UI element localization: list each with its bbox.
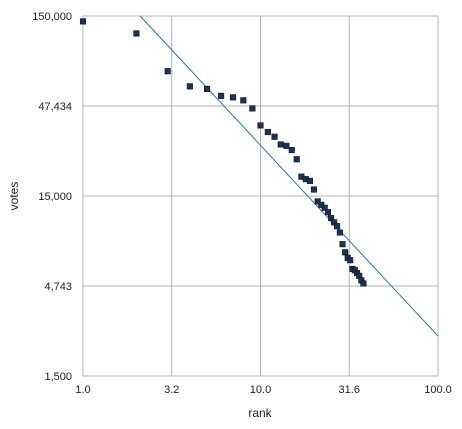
plot-frame [82,15,439,377]
x-axis-title: rank [248,406,272,420]
data-point [283,142,290,149]
tick-labels: 1.0 3.2 10.0 31.6 100.0 150,000 47,434 15,000 4,… [32,11,452,396]
data-point [186,83,193,90]
data-point [321,204,328,211]
x-tick-label: 100.0 [424,384,452,396]
data-point [324,209,332,216]
data-point [288,147,295,154]
data-points [79,18,367,287]
data-point [339,241,346,248]
data-point [79,18,87,25]
y-axis-title: votes [7,182,21,211]
data-point [264,128,271,136]
data-point [218,92,225,99]
data-point [133,30,140,37]
data-point [314,198,321,205]
data-point [334,223,341,230]
data-point [229,94,237,101]
data-point [271,133,278,140]
data-point [257,122,264,129]
grid-lines [82,15,439,377]
x-tick-label: 3.2 [164,384,179,396]
data-point [277,141,284,148]
data-point [347,257,354,264]
y-tick-label: 15,000 [38,191,72,203]
data-point [249,105,256,112]
data-point [293,156,300,163]
trendline [139,15,439,337]
data-point [204,85,211,92]
data-point [360,280,367,287]
x-tick-label: 10.0 [250,384,271,396]
data-point [336,229,343,236]
y-tick-label: 150,000 [32,11,72,23]
x-tick-label: 1.0 [75,384,90,396]
y-tick-label: 1,500 [44,371,72,383]
data-point [306,177,314,184]
data-point [342,249,349,256]
data-point [164,68,171,75]
data-point [240,97,247,104]
y-tick-label: 47,434 [38,101,72,113]
x-tick-label: 31.6 [339,384,360,396]
y-tick-label: 4,743 [44,281,72,293]
data-point [310,186,317,193]
